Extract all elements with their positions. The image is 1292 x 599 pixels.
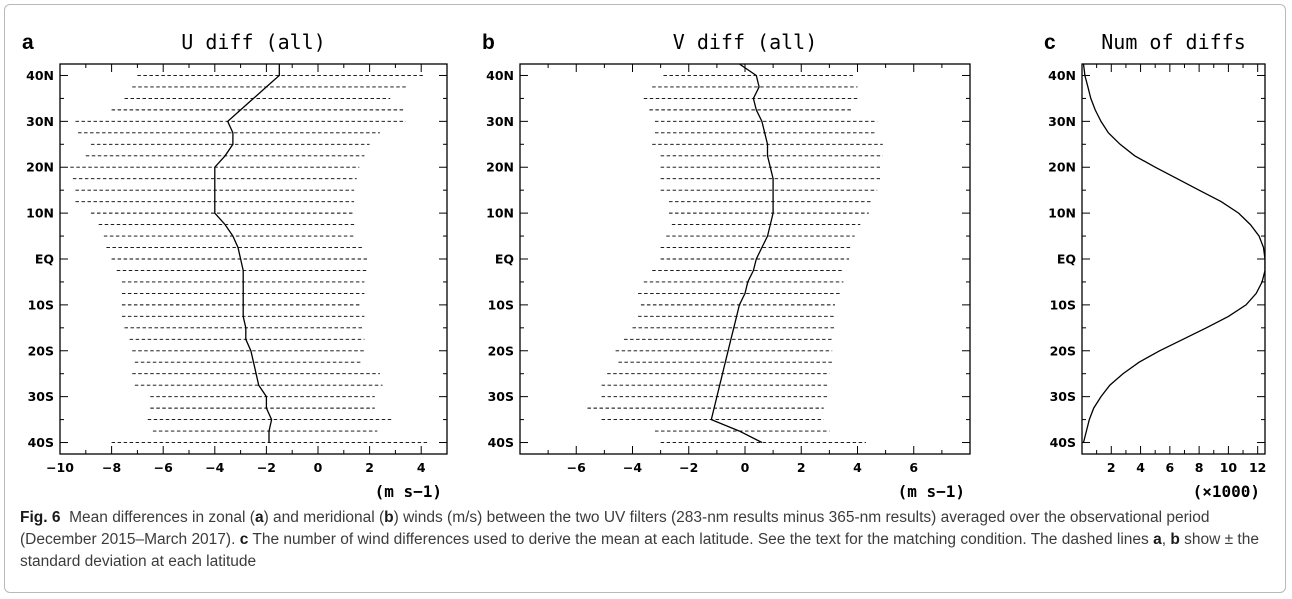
y-tick-label: 20N [1048, 160, 1076, 175]
figure-frame [4, 4, 1286, 593]
y-tick-label: 20N [486, 160, 514, 175]
y-tick-label: EQ [35, 252, 54, 267]
caption-text-1: Mean differences in zonal ( [69, 509, 255, 526]
x-tick-label: −2 [679, 460, 698, 475]
caption-text-4: The number of wind differences used to d… [248, 531, 1154, 548]
x-tick-label: −6 [567, 460, 586, 475]
panel-c: c Num of diffs 40N 30N 20N 10N EQ 10S 20S 30S 40S 2… [1044, 30, 1266, 501]
x-tick-label: 6 [1165, 460, 1174, 475]
y-tick-label: 40N [486, 68, 514, 83]
y-tick-label: 30N [486, 114, 514, 129]
caption-ref-b2: b [1170, 531, 1180, 548]
y-tick-label: 10S [488, 297, 514, 312]
unit-label: (m s−1) [898, 482, 965, 501]
y-tick-label: 10N [1048, 206, 1076, 221]
y-tick-label: 30S [1050, 389, 1076, 404]
unit-label: (m s−1) [375, 482, 442, 501]
figure-caption: Fig. 6 Mean differences in zonal (a) and… [20, 507, 1275, 573]
y-tick-label: 40S [28, 435, 54, 450]
x-tick-label: 10 [1220, 460, 1238, 475]
y-tick-label: 40S [1050, 435, 1076, 450]
y-tick-label: EQ [1057, 252, 1076, 267]
unit-label: (×1000) [1193, 482, 1260, 501]
x-tick-label: −2 [257, 460, 276, 475]
x-tick-label: −4 [205, 460, 224, 475]
panel-letter: c [1044, 31, 1056, 54]
x-tick-label: −10 [46, 460, 74, 475]
y-tick-label: 30S [488, 389, 514, 404]
caption-ref-a: a [254, 509, 264, 526]
y-tick-label: 10N [26, 206, 54, 221]
plot-area [70, 64, 429, 443]
x-tick-label: 6 [909, 460, 918, 475]
plot-frame [1081, 63, 1266, 455]
mean-line [214, 64, 280, 443]
caption-text-2: ) and meridional ( [263, 509, 385, 526]
plot-area [1082, 64, 1265, 443]
figure-svg: a U diff (all) 40N 30N 20N 10N EQ 10S 20S 30S 40S −… [22, 30, 1266, 501]
panel-title: Num of diffs [1101, 30, 1246, 54]
panel-letter: a [22, 31, 34, 54]
y-tick-label: 30S [28, 389, 54, 404]
panel-title: U diff (all) [181, 30, 326, 54]
x-tick-label: 2 [797, 460, 806, 475]
count-line [1082, 64, 1265, 443]
x-tick-label: 4 [853, 460, 862, 475]
caption-text-5: , [1161, 531, 1171, 548]
x-tick-label: 2 [1107, 460, 1116, 475]
mean-line [710, 64, 774, 444]
x-tick-label: −6 [154, 460, 173, 475]
panel-a: a U diff (all) 40N 30N 20N 10N EQ 10S 20S 30S 40S −… [22, 30, 448, 501]
caption-text-6: show ± the standard deviation at each la… [20, 531, 1259, 570]
y-tick-label: 10S [1050, 297, 1076, 312]
y-tick-label: 20N [26, 160, 54, 175]
y-tick-label: 40N [1048, 68, 1076, 83]
y-tick-label: 10N [486, 206, 514, 221]
x-tick-label: 2 [365, 460, 374, 475]
x-tick-label: 0 [741, 460, 750, 475]
panel-title: V diff (all) [673, 30, 818, 54]
x-tick-label: 8 [1195, 460, 1204, 475]
x-tick-label: 4 [417, 460, 426, 475]
y-tick-label: 20S [1050, 343, 1076, 358]
x-tick-label: 12 [1249, 460, 1266, 475]
y-tick-label: 20S [488, 343, 514, 358]
x-tick-label: −8 [102, 460, 121, 475]
panel-letter: b [482, 31, 495, 54]
y-tick-label: 40N [26, 68, 54, 83]
y-tick-label: 40S [488, 435, 514, 450]
y-tick-label: 10S [28, 297, 54, 312]
caption-ref-c: c [239, 531, 249, 548]
y-tick-label: 30N [26, 114, 54, 129]
x-tick-label: 0 [314, 460, 323, 475]
caption-ref-a2: a [1153, 531, 1162, 548]
y-tick-label: 20S [28, 343, 54, 358]
caption-fig-label: Fig. 6 [20, 509, 61, 526]
y-tick-label: EQ [495, 252, 514, 267]
x-tick-label: −4 [623, 460, 642, 475]
plot-area [587, 64, 883, 444]
panel-b: b V diff (all) 40N 30N 20N 10N EQ 10S 20S 30S 40S −… [482, 30, 971, 501]
x-tick-label: 4 [1136, 460, 1145, 475]
y-tick-label: 30N [1048, 114, 1076, 129]
caption-ref-b: b [384, 509, 394, 526]
caption-text-3: ) winds (m/s) between the two UV filters… [20, 509, 1210, 548]
